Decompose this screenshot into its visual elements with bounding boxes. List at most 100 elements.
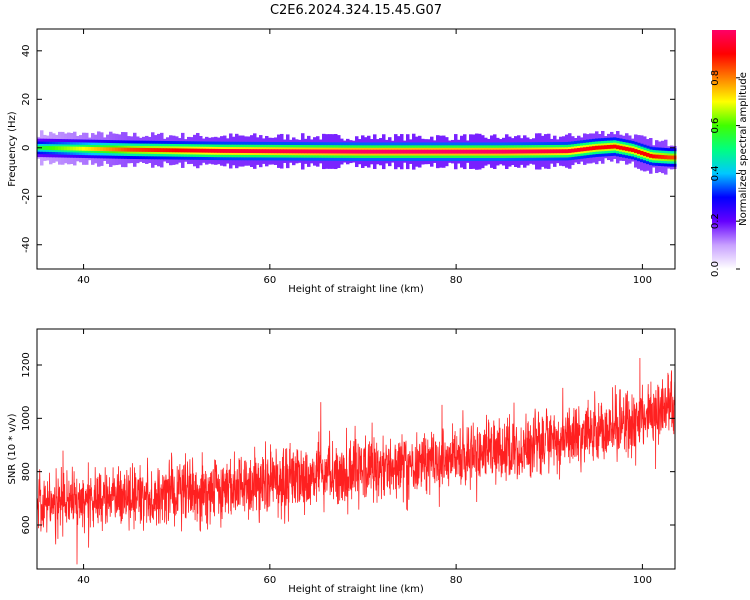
spectrogram-cell <box>610 144 614 149</box>
spectrogram-y-axis-label: Frequency (Hz) <box>7 111 18 187</box>
snr-series-line <box>36 357 676 565</box>
spectrogram-cell <box>247 149 251 154</box>
spectrogram-cell <box>553 149 557 154</box>
spectrogram-cell <box>262 149 266 154</box>
spectrogram-cell <box>361 149 365 154</box>
spectrogram-cell <box>559 149 563 154</box>
spectrogram-cell <box>157 148 161 153</box>
spectrogram-cell <box>664 155 668 160</box>
snr-y-axis-label: SNR (10 * v/v) <box>7 413 18 484</box>
spectrogram-cell <box>421 149 425 154</box>
spectrogram-x-tick-label: 100 <box>633 275 652 286</box>
spectrogram-cell <box>613 144 617 149</box>
spectrogram-cell <box>565 149 569 154</box>
spectrogram-y-tick-label: -20 <box>21 188 32 204</box>
spectrogram-cell <box>217 148 221 153</box>
spectrogram-cell <box>658 154 662 159</box>
spectrogram-cell <box>640 151 644 155</box>
spectrogram-cell <box>319 149 323 154</box>
spectrogram-cell <box>253 149 257 154</box>
spectrogram-cell <box>82 146 86 151</box>
spectrogram-cell <box>349 149 353 154</box>
spectrogram-cell <box>646 152 650 157</box>
spectrogram-cell <box>55 146 59 151</box>
spectrogram-cell <box>376 149 380 154</box>
spectrogram-cell <box>607 145 611 149</box>
spectrogram-cell <box>196 148 200 153</box>
spectrogram-cell <box>586 146 590 151</box>
spectrogram-cell <box>46 146 50 150</box>
spectrogram-cell <box>505 149 509 154</box>
spectrogram-cell <box>373 149 377 154</box>
colorbar-ticks: 0.0 0.2 0.4 0.6 0.8 <box>710 70 740 277</box>
spectrogram-cell <box>436 149 440 154</box>
spectrogram-cell <box>256 149 260 154</box>
spectrogram-cell <box>643 151 647 156</box>
spectrogram-cell <box>61 146 65 151</box>
spectrogram-cell <box>442 149 446 154</box>
spectrogram-cell <box>181 148 185 153</box>
spectrogram-x-axis-label: Height of straight line (km) <box>288 284 424 295</box>
spectrogram-cell <box>517 149 521 154</box>
spectrogram-cell <box>454 149 458 154</box>
spectrogram-cell <box>172 148 176 153</box>
spectrogram-heat-layer <box>37 130 677 175</box>
spectrogram-cell <box>136 147 140 152</box>
spectrogram-cell <box>367 149 371 154</box>
spectrogram-cell <box>529 149 533 154</box>
snr-y-tick-label: 600 <box>21 515 32 534</box>
spectrogram-cell <box>433 149 437 154</box>
spectrogram-cell <box>49 146 53 151</box>
snr-x-tick-label: 100 <box>633 575 652 586</box>
spectrogram-cell <box>457 149 461 154</box>
spectrogram-cell <box>238 149 242 153</box>
spectrogram-cell <box>619 145 623 150</box>
snr-x-tick-label: 40 <box>77 575 90 586</box>
spectrogram-cell <box>655 154 659 159</box>
spectrogram-cell <box>250 149 254 154</box>
spectrogram-cell <box>148 148 152 152</box>
spectrogram-cell <box>169 148 173 153</box>
spectrogram-cell <box>598 145 602 150</box>
spectrogram-cell <box>409 149 413 154</box>
spectrogram-cell <box>205 148 209 153</box>
snr-y-tick-label: 1200 <box>21 352 32 377</box>
spectrogram-cell <box>139 147 143 152</box>
spectrogram-cell <box>418 149 422 154</box>
spectrogram-cell <box>568 149 572 153</box>
spectrogram-cell <box>220 148 224 153</box>
spectrogram-x-tick-label: 60 <box>263 275 276 286</box>
spectrogram-cell <box>592 146 596 151</box>
spectrogram-cell <box>94 147 98 151</box>
spectrogram-cell <box>325 149 329 154</box>
spectrogram-cell <box>484 149 488 154</box>
spectrogram-cell <box>502 149 506 154</box>
spectrogram-cell <box>583 147 587 152</box>
spectrogram-cell <box>214 148 218 153</box>
spectrogram-cell <box>415 149 419 154</box>
spectrogram-panel: 40 60 80 100 -40 -20 0 20 40 Height of straight… <box>7 28 677 295</box>
spectrogram-cell <box>379 149 383 154</box>
spectrogram-cell <box>100 147 104 152</box>
spectrogram-cell <box>334 149 338 154</box>
spectrogram-cell <box>601 145 605 150</box>
spectrogram-cell <box>397 149 401 154</box>
spectrogram-cell <box>73 146 77 151</box>
spectrogram-cell <box>70 146 74 151</box>
spectrogram-cell <box>166 148 170 153</box>
spectrogram-cell <box>151 148 155 152</box>
spectrogram-cell <box>88 146 92 151</box>
spectrogram-cell <box>478 149 482 154</box>
spectrogram-cell <box>358 149 362 154</box>
spectrogram-cell <box>226 149 230 153</box>
spectrogram-cell <box>445 149 449 154</box>
spectrogram-cell <box>58 146 62 151</box>
spectrogram-cell <box>295 149 299 154</box>
spectrogram-cell <box>556 149 560 154</box>
spectrogram-cell <box>571 148 575 153</box>
spectrogram-cell <box>340 149 344 154</box>
figure-title: C2E6.2024.324.15.45.G07 <box>270 3 442 18</box>
spectrogram-cell <box>487 149 491 154</box>
spectrogram-cell <box>496 149 500 154</box>
